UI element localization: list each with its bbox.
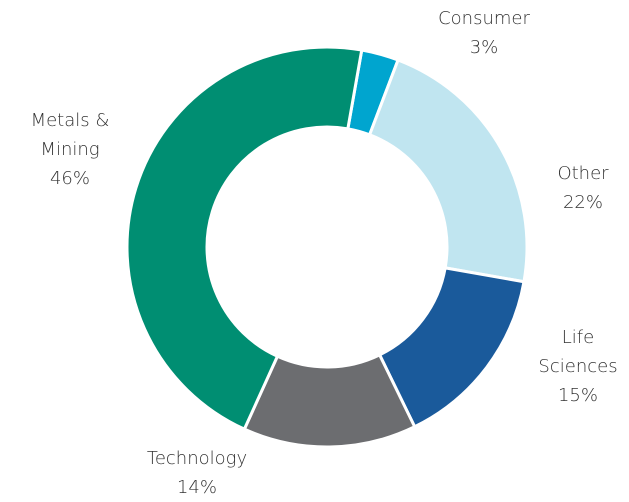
donut-slice bbox=[367, 58, 529, 284]
slice-label: Technology 14% bbox=[127, 444, 267, 502]
category-name: Consumer bbox=[438, 8, 530, 29]
slice-label: Life Sciences 15% bbox=[528, 323, 628, 410]
donut-slice bbox=[125, 45, 364, 432]
value-label: 3% bbox=[469, 37, 499, 58]
slice-label: Other 22% bbox=[538, 159, 628, 217]
category-name: Metals & Mining bbox=[30, 110, 110, 160]
category-name: Technology bbox=[146, 448, 248, 469]
category-name: Other bbox=[557, 163, 609, 184]
value-label: 46% bbox=[49, 168, 90, 189]
value-label: 15% bbox=[557, 385, 598, 406]
value-label: 22% bbox=[562, 192, 603, 213]
category-name: Life Sciences bbox=[538, 327, 618, 377]
slice-label: Consumer 3% bbox=[424, 4, 544, 62]
value-label: 14% bbox=[176, 477, 217, 498]
slice-label: Metals & Mining 46% bbox=[20, 106, 120, 193]
